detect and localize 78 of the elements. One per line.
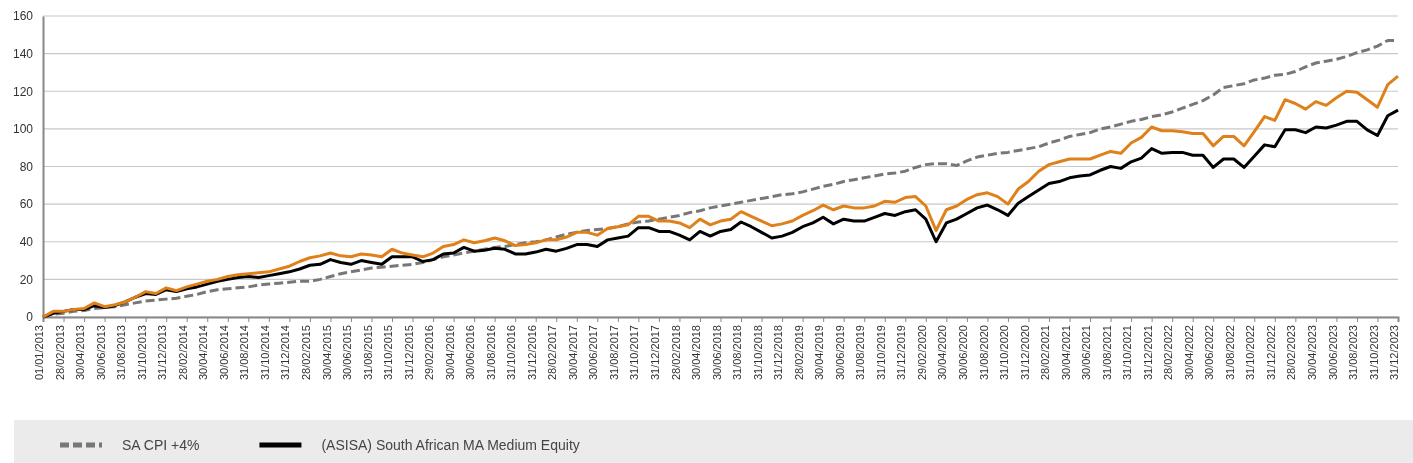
y-tick-label: 120 [12, 84, 34, 99]
x-tick-label: 29/02/2016 [423, 325, 436, 381]
x-tick-label: 28/02/2018 [669, 325, 682, 381]
x-tick-label: 31/10/2017 [628, 325, 641, 381]
x-tick-label: 30/06/2023 [1326, 325, 1339, 381]
x-tick-label: 30/04/2017 [566, 325, 579, 381]
x-tick-label: 31/10/2014 [258, 325, 271, 381]
x-tick-label: 01/01/2013 [33, 325, 46, 381]
x-tick-label: 28/02/2022 [1162, 325, 1175, 381]
x-tick-label: 28/02/2021 [1039, 325, 1052, 381]
y-tick-label: 60 [19, 197, 34, 212]
x-tick-label: 31/12/2016 [525, 325, 538, 381]
x-tick-label: 31/12/2021 [1141, 325, 1154, 381]
x-tick-label: 31/08/2020 [977, 325, 990, 381]
x-tick-label: 31/12/2020 [1018, 325, 1031, 381]
x-tick-label: 31/10/2021 [1121, 325, 1134, 381]
x-tick-label: 30/06/2017 [587, 325, 600, 381]
x-tick-label: 31/08/2023 [1347, 325, 1360, 381]
x-tick-label: 29/02/2020 [915, 325, 928, 381]
x-tick-label: 31/08/2014 [238, 325, 251, 381]
x-tick-label: 31/10/2015 [382, 325, 395, 381]
x-tick-label: 31/08/2016 [484, 325, 497, 381]
x-tick-label: 31/10/2016 [505, 325, 518, 381]
x-tick-label: 30/06/2018 [710, 325, 723, 381]
x-tick-label: 30/04/2020 [936, 325, 949, 381]
x-tick-label: 30/04/2014 [197, 325, 210, 381]
x-tick-label: 30/04/2023 [1305, 325, 1318, 381]
x-tick-label: 28/02/2017 [546, 325, 559, 381]
x-tick-label: 30/06/2019 [833, 325, 846, 381]
y-tick-label: 140 [12, 46, 34, 61]
legend-label: (ASISA) South African MA Medium Equity [321, 437, 580, 453]
y-tick-label: 100 [12, 122, 34, 137]
x-tick-label: 31/08/2019 [854, 325, 867, 381]
x-tick-label: 31/10/2013 [135, 325, 148, 381]
x-tick-label: 28/02/2015 [300, 325, 312, 381]
x-tick-label: 30/06/2016 [464, 325, 477, 381]
x-tick-label: 30/04/2018 [690, 325, 703, 381]
x-tick-label: 31/12/2023 [1388, 325, 1401, 381]
y-tick-label: 40 [19, 235, 34, 250]
x-tick-label: 31/10/2022 [1244, 325, 1257, 381]
x-tick-label: 31/12/2019 [895, 325, 908, 381]
x-tick-label: 28/02/2023 [1285, 325, 1298, 381]
x-tick-label: 30/06/2013 [94, 325, 107, 381]
x-tick-label: 30/04/2013 [74, 325, 87, 381]
x-tick-label: 31/08/2018 [731, 325, 744, 381]
x-tick-label: 31/08/2017 [607, 325, 620, 381]
x-tick-label: 31/10/2019 [874, 325, 887, 381]
x-tick-label: 31/12/2017 [649, 325, 662, 381]
x-tick-label: 30/04/2015 [320, 325, 333, 381]
x-tick-label: 31/08/2022 [1223, 325, 1236, 381]
y-tick-label: 80 [19, 159, 34, 174]
x-tick-label: 31/12/2015 [402, 325, 415, 381]
x-tick-label: 30/04/2019 [813, 325, 826, 381]
x-tick-label: 31/08/2021 [1100, 325, 1113, 381]
x-tick-label: 30/06/2014 [217, 325, 230, 381]
x-tick-label: 31/12/2014 [279, 325, 292, 381]
x-tick-label: 30/04/2021 [1059, 325, 1072, 381]
x-tick-label: 30/06/2020 [956, 325, 969, 381]
y-tick-label: 20 [19, 272, 34, 287]
x-tick-label: 30/04/2022 [1182, 325, 1195, 381]
x-tick-label: 30/04/2016 [443, 325, 456, 381]
x-tick-label: 31/12/2018 [772, 325, 785, 381]
x-tick-label: 31/10/2020 [998, 325, 1011, 381]
x-tick-label: 30/06/2022 [1203, 325, 1216, 381]
x-tick-label: 30/06/2015 [341, 325, 354, 381]
x-tick-label: 28/02/2014 [176, 325, 189, 381]
x-tick-label: 31/12/2022 [1264, 325, 1277, 381]
x-tick-label: 31/08/2013 [115, 325, 128, 381]
x-tick-label: 31/10/2018 [751, 325, 764, 381]
x-tick-label: 31/10/2023 [1367, 325, 1380, 381]
x-tick-label: 30/06/2021 [1080, 325, 1093, 381]
x-tick-label: 28/02/2013 [53, 325, 66, 381]
x-tick-label: 28/02/2019 [792, 325, 805, 381]
y-tick-label: 160 [12, 9, 34, 24]
x-tick-label: 31/08/2015 [361, 325, 374, 381]
y-tick-label: 0 [26, 310, 34, 325]
legend-label: SA CPI +4% [122, 437, 200, 453]
x-tick-label: 31/12/2013 [156, 325, 169, 381]
